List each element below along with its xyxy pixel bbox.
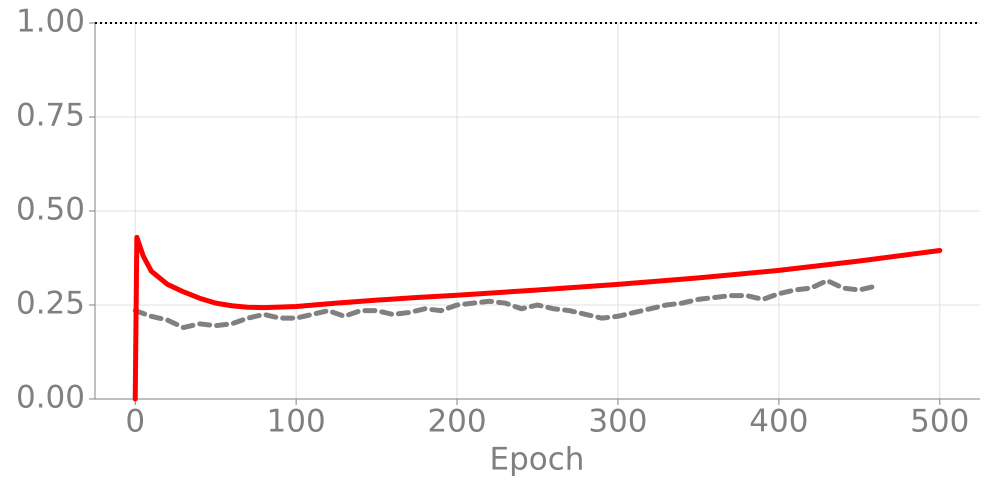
- y-tick-label: 0.25: [16, 286, 85, 322]
- y-tick-label: 0.75: [16, 98, 85, 134]
- x-tick-label: 300: [588, 404, 647, 440]
- x-tick-label: 0: [125, 404, 145, 440]
- x-tick-label: 400: [749, 404, 808, 440]
- x-axis-label: Epoch: [490, 442, 585, 478]
- series-line: [132, 234, 943, 402]
- y-tick-label: 0.50: [16, 192, 85, 228]
- series-line: [132, 278, 878, 331]
- x-tick-label: 100: [267, 404, 326, 440]
- x-tick-label: 500: [910, 404, 969, 440]
- y-tick-label: 0.00: [16, 380, 85, 416]
- y-tick-label: 1.00: [16, 4, 85, 40]
- x-tick-label: 200: [427, 404, 486, 440]
